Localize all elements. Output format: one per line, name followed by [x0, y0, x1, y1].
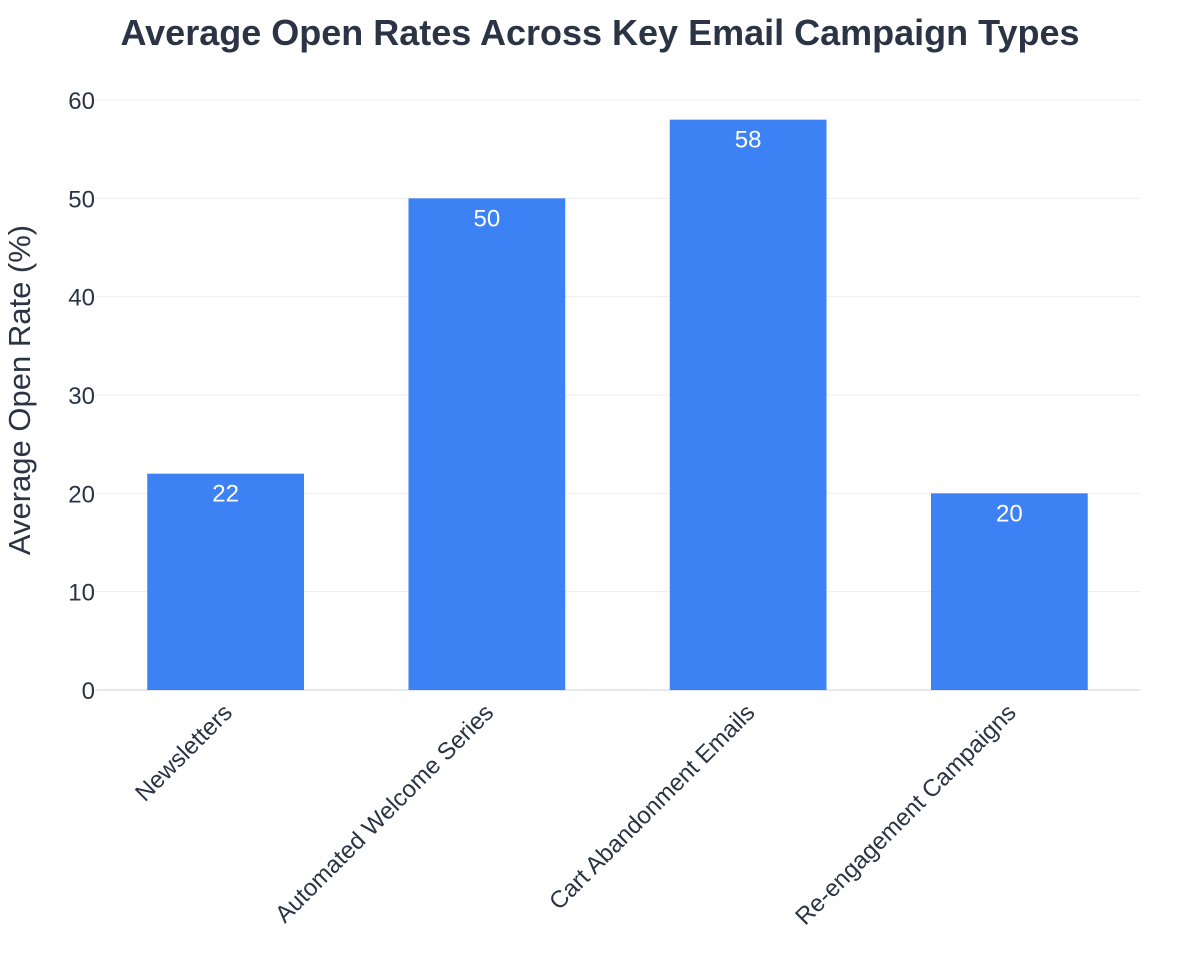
x-tick-label: Newsletters — [130, 699, 238, 807]
bar — [669, 119, 827, 690]
data-label: 58 — [735, 127, 762, 154]
y-tick-label: 40 — [68, 285, 95, 312]
y-axis-ticks: 0 10 20 30 40 50 60 — [68, 88, 95, 705]
chart-title: Average Open Rates Across Key Email Camp… — [120, 12, 1079, 53]
x-tick-label: Automated Welcome Series — [270, 699, 499, 928]
data-label: 20 — [996, 500, 1023, 527]
data-label: 50 — [474, 205, 501, 232]
bar — [931, 493, 1088, 690]
bar — [408, 198, 566, 691]
x-tick-label: Re-engagement Campaigns — [790, 699, 1021, 930]
y-tick-label: 30 — [68, 383, 95, 410]
y-tick-label: 10 — [68, 580, 95, 607]
x-tick-label: Cart Abandonment Emails — [544, 699, 760, 915]
bars — [147, 119, 1088, 691]
y-tick-label: 0 — [82, 678, 95, 705]
y-tick-label: 60 — [68, 88, 95, 115]
y-tick-label: 50 — [68, 186, 95, 213]
data-labels: 22 50 58 20 — [212, 127, 1022, 528]
y-axis-label: Average Open Rate (%) — [2, 225, 37, 555]
x-axis-ticks: Newsletters Automated Welcome Series Cart … — [130, 699, 1021, 930]
y-tick-label: 20 — [68, 481, 95, 508]
data-label: 22 — [212, 481, 239, 508]
bar — [147, 473, 304, 690]
